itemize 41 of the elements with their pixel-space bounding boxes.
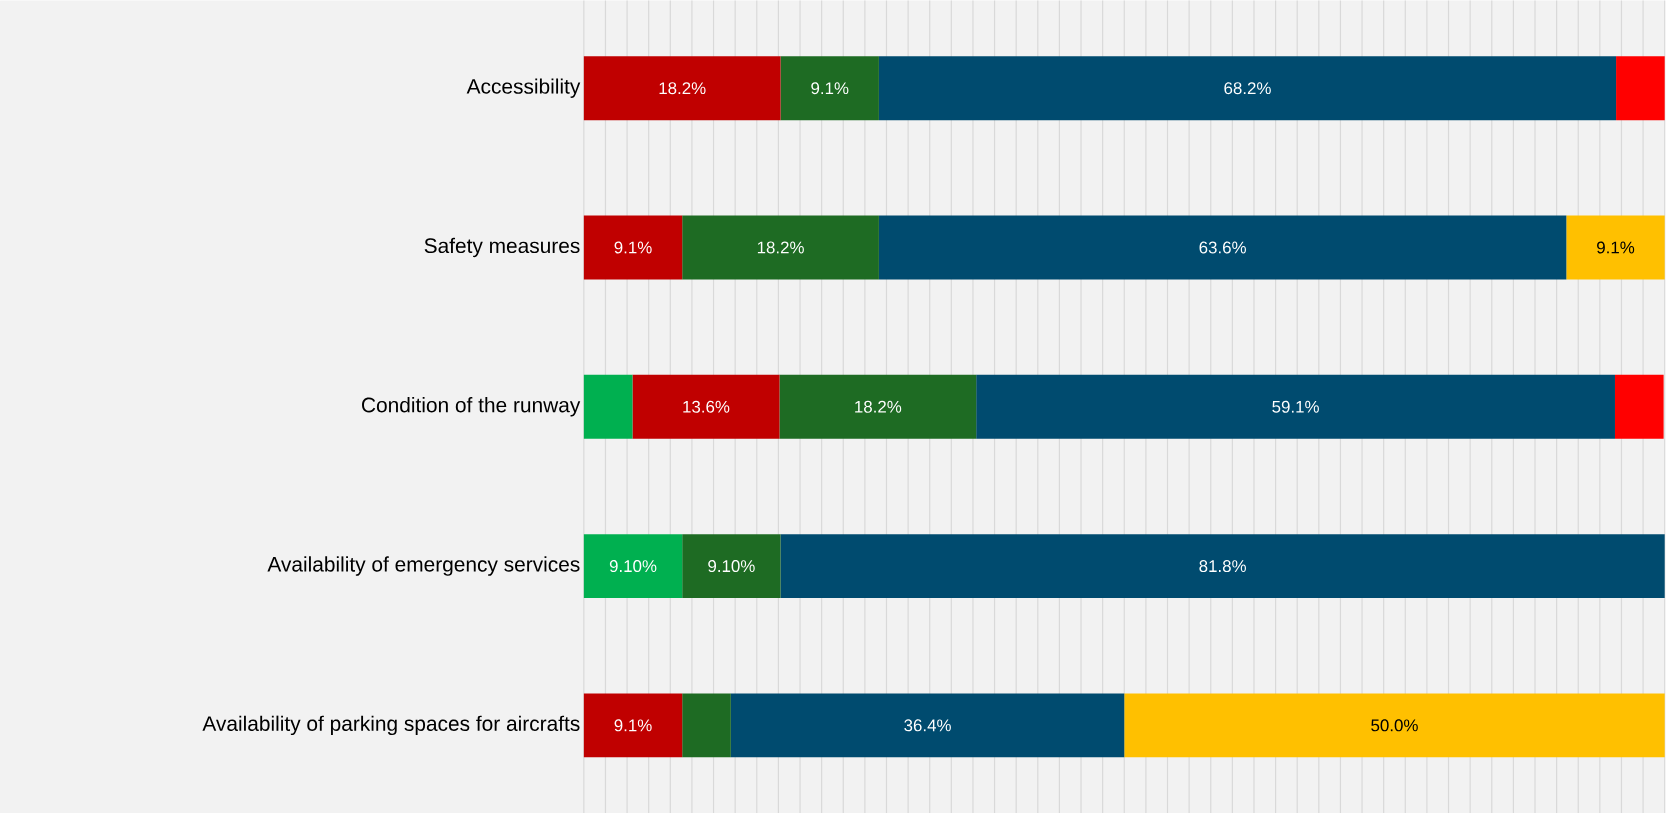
data-label: 9.1% [614, 719, 652, 732]
bar [583, 693, 683, 758]
y-tick-label: Availability of parking spaces for aircrafts [202, 715, 580, 736]
bar [1616, 56, 1665, 121]
data-label: 18.2% [757, 241, 804, 254]
bar [632, 374, 780, 439]
data-label: 9.10% [708, 560, 755, 573]
bar [1566, 215, 1665, 280]
data-label: 9.1% [614, 241, 652, 254]
data-label: 9.1% [811, 82, 849, 95]
data-label: 9.1% [1597, 241, 1635, 254]
data-label: 18.2% [659, 82, 706, 95]
bar [1614, 374, 1664, 439]
bar [878, 215, 1567, 280]
bar [780, 56, 879, 121]
data-label: 59.1% [1272, 400, 1319, 413]
data-label: 68.2% [1224, 82, 1271, 95]
bar [779, 374, 977, 439]
bar [780, 534, 1665, 599]
bar [976, 374, 1615, 439]
y-tick-label: Condition of the runway [362, 397, 581, 417]
data-label: 13.6% [683, 400, 730, 413]
data-label: 18.2% [855, 400, 902, 413]
bar [682, 215, 879, 280]
y-tick-label: Accessibility [466, 78, 581, 99]
data-label: 81.8% [1199, 560, 1246, 573]
bar [730, 693, 1125, 758]
y-tick-label: Availability of emergency services [267, 556, 580, 576]
bar [583, 56, 781, 121]
data-label: 50.0% [1371, 719, 1418, 732]
bar [583, 534, 683, 599]
bar [1124, 693, 1665, 758]
y-tick-label: Safety measures [424, 237, 580, 258]
bar [583, 215, 683, 280]
data-label: 63.6% [1199, 241, 1246, 254]
bar [682, 534, 781, 599]
data-label: 36.4% [904, 719, 951, 732]
bar [878, 56, 1617, 121]
data-label: 9.10% [609, 560, 657, 573]
bar [682, 693, 731, 758]
bar [583, 374, 633, 439]
